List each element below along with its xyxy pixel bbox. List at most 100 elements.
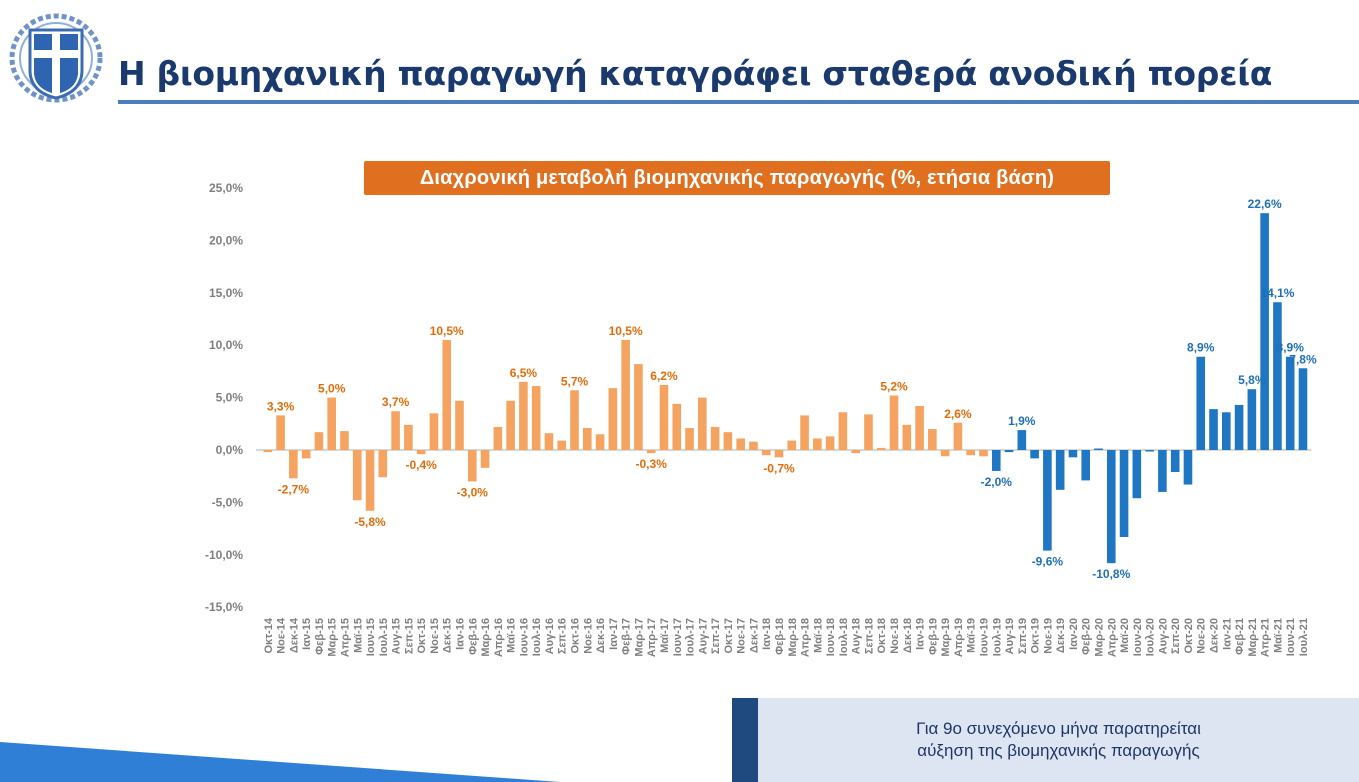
- data-label: 10,5%: [430, 324, 464, 338]
- y-tick-label: -15,0%: [205, 600, 243, 614]
- x-tick-label: Ιουλ-16: [531, 618, 543, 656]
- bar-Σεπ-16: [557, 440, 567, 450]
- bar-Αυγ-18: [851, 450, 860, 454]
- y-tick-label: -10,0%: [205, 548, 243, 562]
- x-tick-label: Ιουλ-19: [991, 618, 1003, 656]
- x-tick-label: Ιαν-18: [761, 618, 773, 650]
- bar-Απρ-18: [800, 415, 809, 450]
- x-tick-label: Ιαν-16: [455, 618, 467, 650]
- bar-Δεκ-14: [289, 450, 298, 479]
- x-tick-label: Απρ-20: [1106, 618, 1118, 657]
- bar-Σεπ-15: [404, 424, 413, 450]
- x-tick-label: Ιουν-20: [1132, 618, 1144, 656]
- bar-Οκτ-14: [263, 450, 273, 453]
- x-tick-label: Φεβ-21: [1234, 618, 1246, 655]
- x-tick-label: Ιουν-18: [825, 618, 837, 656]
- x-tick-label: Δεκ-20: [1209, 618, 1221, 653]
- bar-Ιαν-16: [455, 400, 464, 450]
- x-tick-label: Οκτ-18: [876, 618, 888, 654]
- bar-Απρ-20: [1106, 450, 1116, 564]
- x-tick-label: Δεκ-17: [748, 618, 760, 653]
- x-tick-label: Οκτ-17: [723, 618, 735, 654]
- data-label: 22,6%: [1248, 197, 1282, 211]
- bar-Νοε-19: [1043, 450, 1052, 551]
- bar-Ιουν-17: [672, 403, 682, 450]
- note-line-2: αύξηση της βιομηχανικής παραγωγής: [917, 741, 1200, 760]
- x-tick-label: Φεβ-18: [774, 618, 786, 655]
- x-tick-label: Ιουν-15: [365, 618, 377, 656]
- x-tick-label: Νοε-19: [1042, 618, 1054, 654]
- y-tick-label: 15,0%: [209, 286, 243, 300]
- x-tick-label: Αυγ-15: [391, 618, 403, 654]
- x-tick-label: Μαϊ-19: [966, 618, 978, 653]
- x-tick-label: Μαϊ-20: [1119, 618, 1131, 653]
- data-label: 5,8%: [1238, 373, 1266, 387]
- x-tick-label: Φεβ-16: [467, 618, 479, 655]
- bar-Νοε-15: [429, 413, 439, 450]
- bar-Μαϊ-20: [1119, 450, 1129, 537]
- bar-Ιαν-18: [761, 450, 771, 456]
- bar-Δεκ-19: [1055, 450, 1065, 490]
- bar-Μαρ-19: [940, 450, 950, 457]
- x-tick-label: Ιουν-19: [978, 618, 990, 656]
- x-tick-label: Μαρ-18: [787, 618, 799, 657]
- bar-Αυγ-17: [698, 397, 707, 450]
- x-tick-label: Σεπ-18: [863, 618, 875, 654]
- y-tick-label: 10,0%: [209, 338, 243, 352]
- bar-Νοε-17: [736, 438, 745, 450]
- x-tick-label: Μαϊ-15: [352, 618, 364, 653]
- x-tick-label: Ιαν-21: [1221, 618, 1233, 650]
- bar-Φεβ-16: [467, 450, 477, 482]
- bar-Οκτ-18: [876, 447, 886, 450]
- x-tick-label: Ιουλ-21: [1298, 618, 1310, 656]
- bar-Μαϊ-16: [506, 400, 515, 450]
- y-tick-label: 5,0%: [216, 391, 244, 405]
- bar-Φεβ-20: [1081, 450, 1091, 481]
- bar-Ιαν-17: [608, 388, 618, 450]
- bar-Αυγ-19: [1004, 450, 1014, 453]
- bar-Ιουλ-16: [531, 386, 541, 450]
- bar-Ιαν-21: [1222, 412, 1231, 450]
- bar-Νοε-14: [276, 415, 285, 450]
- y-tick-label: 0,0%: [216, 443, 244, 457]
- x-tick-label: Φεβ-17: [621, 618, 633, 655]
- bar-Μαϊ-21: [1273, 302, 1282, 450]
- x-tick-label: Οκτ-15: [416, 618, 428, 654]
- x-tick-label: Ιουλ-15: [378, 618, 390, 656]
- x-tick-label: Απρ-15: [339, 618, 351, 657]
- greek-coat-of-arms-logo: [9, 13, 103, 103]
- bar-Ιουν-16: [519, 381, 528, 450]
- x-tick-label: Απρ-21: [1260, 618, 1272, 657]
- x-tick-label: Μαϊ-16: [506, 618, 518, 653]
- bar-Δεκ-17: [749, 441, 758, 450]
- data-label: -9,6%: [1032, 555, 1064, 569]
- bar-Δεκ-16: [595, 434, 605, 450]
- x-tick-label: Αυγ-20: [1157, 618, 1169, 654]
- bar-Απρ-21: [1260, 213, 1269, 450]
- x-tick-label: Αυγ-17: [697, 618, 709, 654]
- data-label: -2,0%: [981, 475, 1013, 489]
- bar-Νοε-20: [1196, 356, 1206, 450]
- chart-title: Διαχρονική μεταβολή βιομηχανικής παραγωγ…: [364, 161, 1110, 195]
- bar-Φεβ-18: [774, 450, 784, 458]
- x-tick-label: Δεκ-19: [1055, 618, 1067, 653]
- x-tick-label: Οκτ-16: [570, 618, 582, 654]
- bar-Μαρ-18: [787, 440, 797, 450]
- note-accent-bar: [732, 698, 758, 782]
- bar-Σεπ-18: [864, 414, 873, 450]
- x-tick-label: Φεβ-19: [927, 618, 939, 655]
- bar-Ιουν-18: [825, 436, 835, 450]
- x-tick-label: Σεπ-16: [557, 618, 569, 654]
- x-tick-label: Νοε-20: [1196, 618, 1208, 654]
- data-label: 3,3%: [267, 399, 295, 413]
- bar-Σεπ-20: [1170, 450, 1180, 473]
- bar-Οκτ-15: [416, 450, 426, 455]
- data-label: 14,1%: [1260, 286, 1294, 300]
- bar-Μαϊ-17: [659, 385, 669, 450]
- bar-Οκτ-19: [1030, 450, 1039, 459]
- x-tick-label: Σεπ-15: [403, 618, 415, 654]
- bar-Οκτ-16: [570, 390, 579, 450]
- x-tick-label: Ιαν-17: [608, 618, 620, 650]
- x-tick-label: Νοε-16: [582, 618, 594, 654]
